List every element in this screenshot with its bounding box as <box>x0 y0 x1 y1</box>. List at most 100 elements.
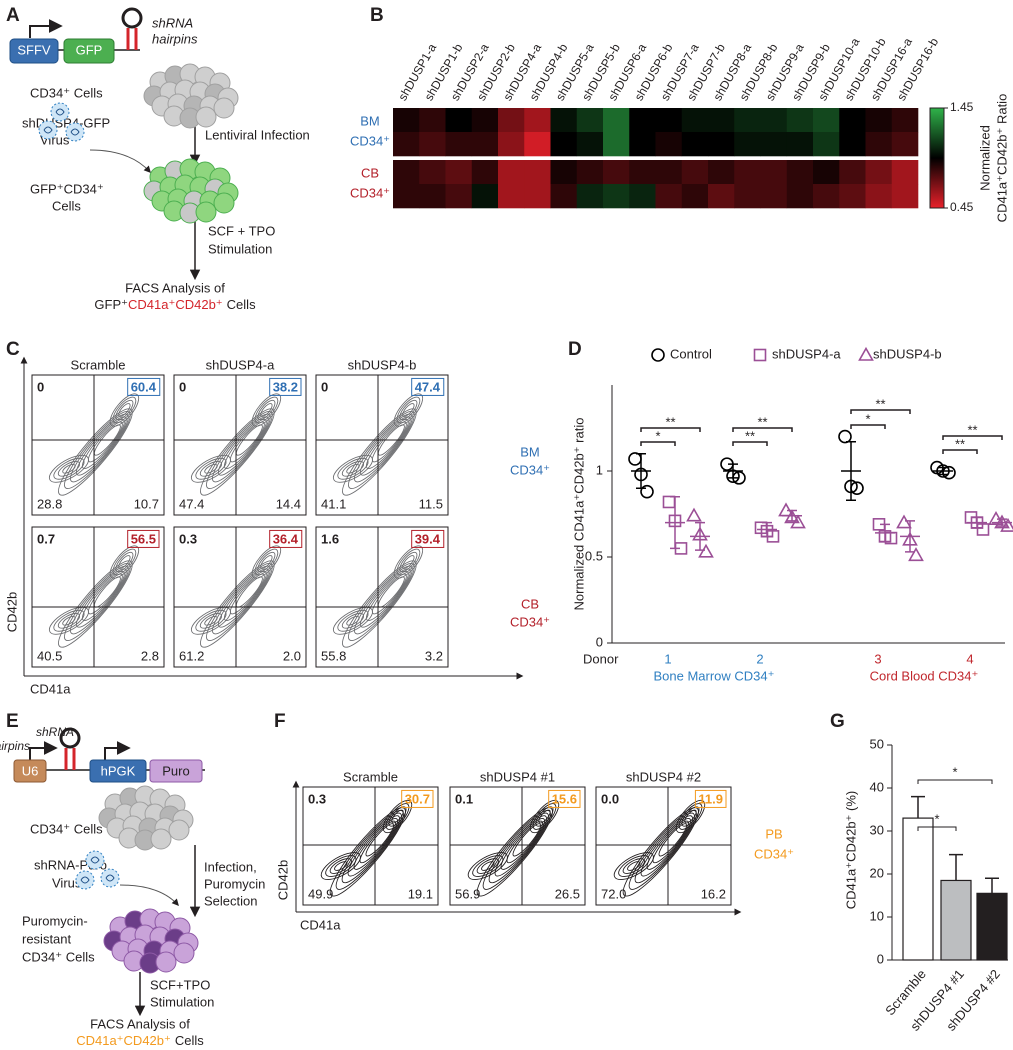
heat-cell <box>760 184 788 209</box>
heat-cell <box>891 108 919 133</box>
contour <box>87 573 123 615</box>
point <box>628 452 642 466</box>
contour <box>257 399 276 421</box>
virus-core <box>43 126 53 134</box>
contour <box>346 615 360 626</box>
analysis-label: GFP⁺CD41a⁺CD42b⁺ Cells <box>94 297 256 312</box>
contour <box>481 861 495 871</box>
row-label: BM <box>360 113 380 128</box>
heat-cell <box>550 108 578 133</box>
sig-label: ** <box>745 428 755 443</box>
contour <box>341 612 365 629</box>
virus-label: Virus <box>52 875 82 890</box>
quadrant-value: 47.4 <box>415 379 441 394</box>
heat-cell <box>603 132 630 157</box>
sig-label: ** <box>967 422 977 437</box>
row-label: CB <box>361 165 379 180</box>
heat-cell <box>498 160 525 185</box>
analysis-part: GFP⁺ <box>94 297 128 312</box>
column-title: shDUSP4 #1 <box>480 769 555 784</box>
quadrant-box <box>411 529 445 548</box>
step-label: Puromycin <box>204 876 265 891</box>
contour <box>529 799 560 834</box>
sig-bracket <box>640 441 676 446</box>
quadrant-value: 28.8 <box>37 496 62 511</box>
contour <box>472 855 504 877</box>
heat-cell <box>681 108 709 133</box>
contour <box>476 807 553 897</box>
x-tick-label: 2 <box>756 651 763 666</box>
y-axis-label: CD41a⁺CD42b⁺ (%) <box>843 791 858 910</box>
contour <box>652 820 690 864</box>
analysis-label: FACS Analysis of <box>90 1016 190 1031</box>
heat-cell <box>550 184 578 209</box>
quadrant-value: 38.2 <box>273 379 298 394</box>
contour <box>118 403 131 417</box>
contour <box>628 809 697 890</box>
contours <box>613 799 706 897</box>
heat-cell <box>445 108 473 133</box>
quadrant-value: 11.9 <box>698 791 723 806</box>
legend-label: shDUSP4-a <box>772 346 841 361</box>
heat-cell <box>865 184 893 209</box>
heat-cell <box>813 160 840 185</box>
contour <box>377 424 405 456</box>
contour <box>354 565 413 635</box>
row-label: CD34⁺ <box>510 614 550 629</box>
contours <box>320 799 413 897</box>
virus-core <box>80 876 90 884</box>
heat-cell <box>524 108 551 133</box>
analysis-part: CD41a⁺CD42b⁺ <box>128 297 223 312</box>
legend-marker <box>858 346 874 361</box>
contour <box>204 615 218 626</box>
heat-cell <box>891 184 919 209</box>
panel-label: C <box>6 339 20 360</box>
sig-label: ** <box>875 396 885 411</box>
contour <box>476 858 499 874</box>
y-axis-label: Normalized CD41a⁺CD42b⁺ ratio <box>571 418 586 611</box>
x-tick-label: 1 <box>664 651 671 666</box>
quadrant-value: 0.1 <box>455 791 473 806</box>
bar <box>902 817 934 961</box>
quadrant-value: 40.5 <box>37 648 62 663</box>
error-bar <box>762 521 772 538</box>
contour <box>332 454 373 483</box>
heat-cell <box>393 108 420 133</box>
quadrant-value: 47.4 <box>179 496 204 511</box>
heat-cell <box>629 184 656 209</box>
heat-cell <box>734 160 761 185</box>
contour <box>48 606 89 635</box>
heat-cell <box>839 108 866 133</box>
group-label: Bone Marrow CD34⁺ <box>653 668 774 683</box>
quadrant-value: 61.2 <box>179 648 204 663</box>
heat-cell <box>419 184 446 209</box>
contour <box>112 396 137 424</box>
quadrant-value: 1.6 <box>321 531 339 546</box>
column-title: Scramble <box>71 357 126 372</box>
contour <box>229 421 265 463</box>
heat-cell <box>603 160 630 185</box>
contour <box>399 399 418 421</box>
y-tick-label: 40 <box>870 779 884 794</box>
row-label: CD34⁺ <box>754 846 794 861</box>
contour <box>254 548 279 576</box>
contour <box>354 413 413 483</box>
error-bar <box>972 516 982 529</box>
contours <box>467 799 560 897</box>
heat-cell <box>445 160 473 185</box>
panel-label: G <box>830 711 845 732</box>
cell <box>195 201 217 223</box>
error-bar <box>905 520 915 553</box>
contour <box>391 809 404 824</box>
quadrant-value: 49.9 <box>308 886 333 901</box>
quadrant-value: 39.4 <box>415 531 441 546</box>
heat-cell <box>786 160 814 185</box>
x-axis-label: Donor <box>583 651 619 666</box>
heat-cell <box>655 184 683 209</box>
sig-bracket <box>917 779 993 784</box>
cells-label: CD34⁺ Cells <box>30 85 103 100</box>
heat-cell <box>865 108 893 133</box>
cell <box>195 106 217 128</box>
heat-cell <box>498 108 525 133</box>
contour <box>532 803 557 830</box>
